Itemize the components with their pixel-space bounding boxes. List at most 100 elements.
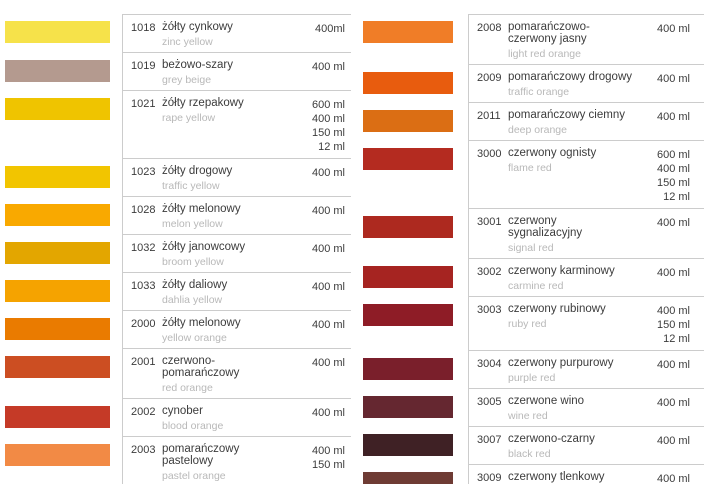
color-swatch bbox=[363, 266, 453, 288]
color-row: 3009 czerwony tlenkowy oxide red 400 ml bbox=[363, 465, 704, 484]
color-name-pl: żółty melonowy bbox=[162, 317, 241, 329]
volume: 400 ml bbox=[311, 407, 345, 419]
ral-code: 2002 bbox=[131, 406, 156, 418]
color-row: 3005 czerwone wino wine red 400 ml bbox=[363, 389, 704, 427]
color-swatch bbox=[5, 444, 110, 466]
volume-list: 400 ml bbox=[287, 279, 345, 294]
color-names: czerwony karminowy carmine red bbox=[508, 265, 632, 292]
volume-list: 400 ml bbox=[287, 241, 345, 256]
volume-list: 400 ml bbox=[632, 215, 690, 230]
color-name-en: broom yellow bbox=[162, 256, 224, 268]
color-names: żółty cynkowy zinc yellow bbox=[162, 21, 287, 48]
ral-code: 2001 bbox=[131, 356, 156, 368]
color-name-pl: czerwony rubinowy bbox=[508, 303, 606, 315]
swatch-cell bbox=[5, 399, 122, 437]
color-info-cell: 3009 czerwony tlenkowy oxide red 400 ml bbox=[468, 465, 704, 484]
color-name-en: flame red bbox=[508, 162, 552, 174]
color-info-cell: 1028 żółty melonowy melon yellow 400 ml bbox=[122, 197, 351, 235]
color-name-en: grey beige bbox=[162, 74, 212, 86]
color-name-en: wine red bbox=[508, 410, 548, 422]
color-swatch bbox=[363, 21, 453, 43]
color-swatch bbox=[5, 318, 110, 340]
ral-code: 3000 bbox=[477, 148, 502, 160]
color-name-en: signal red bbox=[508, 242, 554, 254]
color-name-en: zinc yellow bbox=[162, 36, 213, 48]
color-name-pl: cynober bbox=[162, 405, 203, 417]
volume-list: 400 ml 150 ml 12 ml bbox=[632, 303, 690, 346]
color-row: 1023 żółty drogowy traffic yellow 400 ml bbox=[5, 159, 351, 197]
volume: 400 ml bbox=[656, 267, 690, 279]
color-info-cell: 1032 żółty janowcowy broom yellow 400 ml bbox=[122, 235, 351, 273]
color-name-en: carmine red bbox=[508, 280, 564, 292]
volume-list: 400 ml bbox=[287, 59, 345, 74]
color-row: 3003 czerwony rubinowy ruby red 400 ml 15… bbox=[363, 297, 704, 351]
volume: 400 ml bbox=[656, 23, 690, 35]
ral-code: 2003 bbox=[131, 444, 156, 456]
volume: 400 ml bbox=[311, 113, 345, 125]
color-name-pl: pomarańczowo-czerwony jasny bbox=[508, 21, 590, 45]
swatch-cell bbox=[363, 259, 468, 297]
ral-code: 3002 bbox=[477, 266, 502, 278]
color-name-en: dahlia yellow bbox=[162, 294, 223, 306]
color-name-pl: żółty melonowy bbox=[162, 203, 241, 215]
color-names: żółty daliowy dahlia yellow bbox=[162, 279, 287, 306]
color-row: 2001 czerwono-pomarańczowy red orange 40… bbox=[5, 349, 351, 399]
swatch-cell bbox=[363, 209, 468, 259]
color-name-en: purple red bbox=[508, 372, 556, 384]
ral-code: 1018 bbox=[131, 22, 156, 34]
volume-list: 600 ml 400 ml 150 ml 12 ml bbox=[632, 147, 690, 204]
color-swatch bbox=[5, 280, 110, 302]
color-name-pl: pomarańczowy ciemny bbox=[508, 109, 625, 121]
color-name-pl: czerwono-pomarańczowy bbox=[162, 355, 240, 379]
swatch-cell bbox=[5, 159, 122, 197]
color-name-en: light red orange bbox=[508, 48, 581, 60]
ral-code: 1028 bbox=[131, 204, 156, 216]
color-name-en: black red bbox=[508, 448, 551, 460]
color-names: pomarańczowy ciemny deep orange bbox=[508, 109, 632, 136]
color-row: 1019 beżowo-szary grey beige 400 ml bbox=[5, 53, 351, 91]
color-info-cell: 2001 czerwono-pomarańczowy red orange 40… bbox=[122, 349, 351, 399]
volume-list: 400 ml 150 ml bbox=[287, 443, 345, 472]
color-swatch bbox=[363, 72, 453, 94]
swatch-cell bbox=[363, 351, 468, 389]
color-names: pomarańczowo-czerwony jasny light red or… bbox=[508, 21, 632, 60]
volume: 150 ml bbox=[311, 127, 345, 139]
color-info-cell: 2003 pomarańczowy pastelowy pastel orang… bbox=[122, 437, 351, 484]
color-names: czerwone wino wine red bbox=[508, 395, 632, 422]
volume: 600 ml bbox=[311, 99, 345, 111]
color-name-en: melon yellow bbox=[162, 218, 223, 230]
swatch-cell bbox=[363, 14, 468, 65]
swatch-cell bbox=[363, 465, 468, 484]
color-name-pl: żółty cynkowy bbox=[162, 21, 233, 33]
ral-code: 1019 bbox=[131, 60, 156, 72]
color-row: 3001 czerwony sygnalizacyjny signal red … bbox=[363, 209, 704, 259]
volume: 400 ml bbox=[311, 167, 345, 179]
color-name-en: ruby red bbox=[508, 318, 547, 330]
color-info-cell: 3004 czerwony purpurowy purple red 400 m… bbox=[468, 351, 704, 389]
color-swatch bbox=[5, 242, 110, 264]
volume: 400 ml bbox=[656, 359, 690, 371]
chart-column-left: 1018 żółty cynkowy zinc yellow 400ml 101… bbox=[5, 14, 351, 484]
color-info-cell: 3000 czerwony ognisty flame red 600 ml 40… bbox=[468, 141, 704, 209]
volume: 400 ml bbox=[311, 357, 345, 369]
volume-list: 400 ml bbox=[632, 109, 690, 124]
volume: 600 ml bbox=[656, 149, 690, 161]
color-info-cell: 1021 żółty rzepakowy rape yellow 600 ml 4… bbox=[122, 91, 351, 159]
color-name-en: deep orange bbox=[508, 124, 567, 136]
color-row: 2000 żółty melonowy yellow orange 400 ml bbox=[5, 311, 351, 349]
volume-list: 400ml bbox=[287, 21, 345, 36]
volume: 400 ml bbox=[656, 473, 690, 484]
color-names: beżowo-szary grey beige bbox=[162, 59, 287, 86]
swatch-cell bbox=[363, 103, 468, 141]
color-swatch bbox=[363, 358, 453, 380]
color-info-cell: 3001 czerwony sygnalizacyjny signal red … bbox=[468, 209, 704, 259]
color-name-pl: czerwony sygnalizacyjny bbox=[508, 215, 583, 239]
swatch-cell bbox=[5, 349, 122, 399]
ral-code: 2009 bbox=[477, 72, 502, 84]
color-swatch bbox=[363, 148, 453, 170]
color-name-pl: czerwone wino bbox=[508, 395, 585, 407]
color-names: czerwono-czarny black red bbox=[508, 433, 632, 460]
ral-code: 3001 bbox=[477, 216, 502, 228]
ral-code: 2008 bbox=[477, 22, 502, 34]
